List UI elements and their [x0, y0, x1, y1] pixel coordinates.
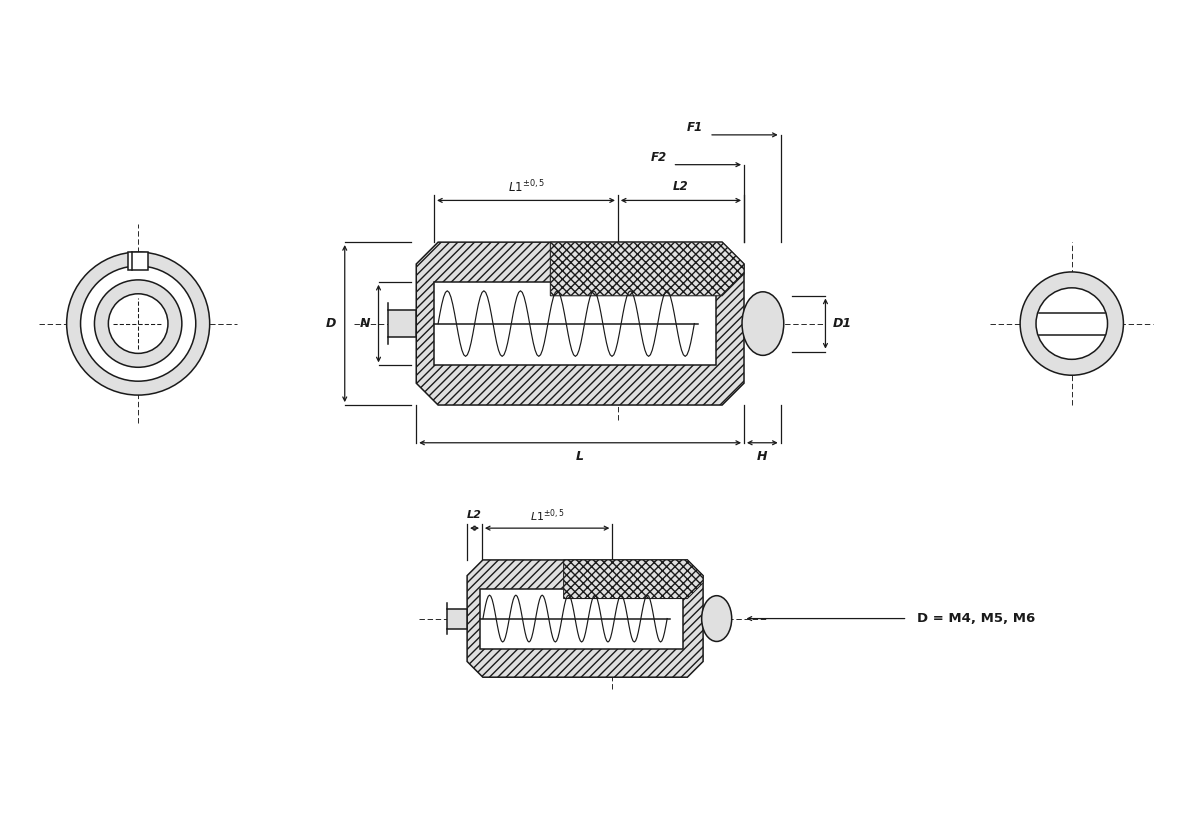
Text: L2: L2	[673, 180, 689, 193]
Polygon shape	[448, 609, 467, 628]
Polygon shape	[551, 242, 744, 296]
Bar	[434, 282, 716, 366]
Text: L2: L2	[467, 510, 482, 520]
Text: N: N	[359, 317, 370, 330]
Polygon shape	[416, 242, 744, 405]
Circle shape	[1036, 288, 1108, 359]
Ellipse shape	[702, 596, 732, 641]
Polygon shape	[564, 560, 703, 599]
Text: D: D	[325, 317, 336, 330]
Circle shape	[1020, 272, 1123, 375]
Text: $L1^{\pm0,5}$: $L1^{\pm0,5}$	[529, 507, 565, 524]
Text: F2: F2	[650, 151, 666, 164]
Circle shape	[95, 280, 182, 367]
Polygon shape	[389, 310, 416, 338]
Text: D = M4, M5, M6: D = M4, M5, M6	[918, 612, 1036, 625]
Text: $L1^{\pm0,5}$: $L1^{\pm0,5}$	[508, 178, 545, 195]
Circle shape	[80, 266, 196, 381]
Polygon shape	[467, 560, 703, 677]
Text: L: L	[576, 450, 584, 463]
Bar	[128, 252, 148, 270]
Ellipse shape	[742, 292, 784, 355]
Text: H: H	[757, 450, 768, 463]
Circle shape	[108, 294, 168, 353]
Bar	[480, 588, 683, 649]
Text: D1: D1	[833, 317, 852, 330]
Text: F1: F1	[688, 121, 703, 134]
Circle shape	[67, 252, 210, 395]
